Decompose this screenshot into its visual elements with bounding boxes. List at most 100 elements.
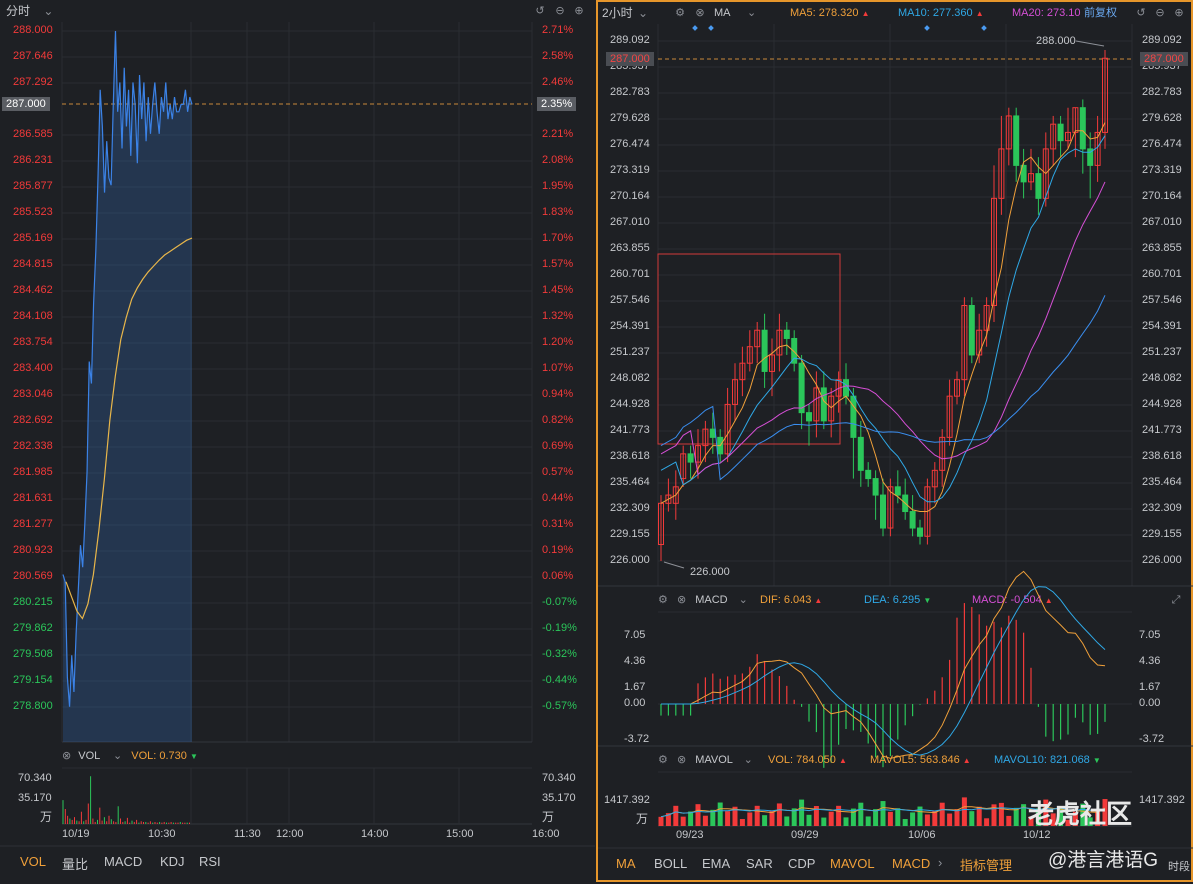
tab-sar[interactable]: SAR (746, 856, 773, 871)
chevron-down-icon[interactable]: ⌄ (738, 594, 748, 606)
percent-tick: 0.57% (542, 466, 574, 478)
tab-vol[interactable]: VOL (20, 854, 47, 869)
macd-tick-right: 0.00 (1139, 697, 1161, 709)
dea-value: DEA: 6.295 ▼ (864, 590, 931, 610)
candle-body (968, 305, 975, 356)
percent-tick: 1.45% (542, 284, 574, 296)
macd-chart[interactable] (598, 2, 1193, 884)
candlestick-chart[interactable] (598, 2, 1193, 884)
zoom-out-icon[interactable]: ⊖ (555, 5, 565, 17)
percent-tick: 1.95% (542, 180, 574, 192)
candle-body (1020, 164, 1027, 183)
settings-icon[interactable]: ⚙ (675, 7, 685, 19)
period-selector[interactable]: 分时 ⌄ (6, 1, 53, 21)
tab-mavol[interactable]: MAVOL (830, 856, 875, 871)
adjust-button[interactable]: 前复权 (1084, 7, 1117, 19)
watermark-brand: 老虎社区 (1028, 799, 1133, 829)
volume-bar (1006, 815, 1012, 826)
volume-bar (710, 809, 716, 826)
volume-bar (702, 815, 708, 826)
tab-kdj[interactable]: KDJ (160, 854, 185, 869)
candle-body (1057, 123, 1064, 142)
close-icon[interactable]: ⊗ (695, 7, 705, 19)
percent-tick: 2.58% (542, 50, 574, 62)
candle-body (961, 305, 968, 381)
mavol-header: ⚙ ⊗ MAVOL ⌄ (658, 750, 753, 770)
vol-tick-mid-right: 35.170 (542, 792, 576, 804)
candle-body (976, 329, 983, 356)
candle-body (672, 486, 679, 504)
volume-bar (1095, 809, 1101, 826)
candle-body (687, 453, 694, 463)
close-icon[interactable]: ⊗ (676, 594, 687, 606)
volume-bar (813, 806, 819, 826)
candle-body (857, 436, 864, 471)
time-tick: 11:30 (234, 828, 261, 840)
settings-icon[interactable]: ⚙ (658, 594, 668, 606)
volume-bar (806, 814, 812, 826)
ma10-line (660, 135, 1106, 503)
tab-boll[interactable]: BOLL (654, 856, 688, 871)
volume-bar (673, 805, 679, 826)
volume-bar (932, 810, 938, 826)
undo-icon[interactable]: ↺ (535, 5, 545, 17)
price-tick-right: 270.164 (1142, 190, 1182, 202)
tab-rsi[interactable]: RSI (199, 854, 221, 869)
chevron-down-icon[interactable]: ⌄ (743, 754, 753, 766)
volume-bar (769, 810, 775, 826)
close-icon[interactable]: ⊗ (676, 754, 687, 766)
macd-tick: 0.00 (624, 697, 646, 709)
settings-icon[interactable]: ⚙ (658, 754, 668, 766)
macd-tick: 1.67 (624, 681, 646, 693)
expand-icon[interactable]: ⤢ (1171, 594, 1181, 606)
candle-body (776, 329, 783, 356)
price-tick: 244.928 (610, 398, 650, 410)
tab-cdp[interactable]: CDP (788, 856, 816, 871)
volume-bar (725, 811, 731, 826)
intraday-average-line (65, 237, 193, 620)
period-label: 2小时 (602, 6, 633, 20)
tab-macd[interactable]: MACD (892, 856, 931, 871)
intraday-price-chart[interactable] (0, 0, 595, 882)
time-tick: 12:00 (276, 828, 304, 840)
session-tab[interactable]: 时段 (1168, 861, 1190, 873)
indicator-selector[interactable]: MA ⌄ (714, 3, 756, 23)
volume-bar (969, 811, 975, 826)
zoom-in-icon[interactable]: ⊕ (1174, 7, 1184, 19)
indicator-manage-button[interactable]: 指标管理 (960, 858, 1013, 873)
price-tick: 283.754 (13, 336, 53, 348)
price-tick-right: 229.155 (1142, 528, 1182, 540)
period-selector[interactable]: 2小时 ⌄ (602, 3, 648, 23)
volume-bar (858, 802, 864, 826)
chevron-right-icon[interactable]: › (938, 855, 943, 870)
mavol10-text: MAVOL10: 821.068 (994, 754, 1090, 766)
undo-icon[interactable]: ↺ (1136, 7, 1146, 19)
percent-tick: -0.57% (542, 700, 577, 712)
time-tick: 14:00 (361, 828, 389, 840)
price-tick: 284.815 (13, 258, 53, 270)
tab-macd[interactable]: MACD (104, 854, 143, 869)
volume-bar (939, 802, 945, 826)
time-tick: 10/19 (62, 828, 90, 840)
volume-bar (991, 804, 997, 826)
candle-body (917, 527, 923, 537)
price-tick: 263.855 (610, 242, 650, 254)
zoom-out-icon[interactable]: ⊖ (1155, 7, 1165, 19)
zoom-in-icon[interactable]: ⊕ (574, 5, 584, 17)
volume-bar (1065, 819, 1071, 826)
close-icon[interactable]: ⊗ (62, 750, 72, 762)
candle-body (946, 395, 953, 438)
watermark-handle: @港言港语G (1048, 850, 1159, 871)
volume-bar (961, 797, 967, 826)
tab-ma[interactable]: MA (616, 856, 636, 871)
chevron-down-icon[interactable]: ⌄ (112, 750, 123, 762)
tab-量比[interactable]: 量比 (62, 857, 89, 872)
candle-body (1072, 107, 1079, 133)
price-tick-right: 241.773 (1142, 424, 1182, 436)
current-percent-tag: 2.35% (537, 97, 577, 111)
percent-tick: 2.46% (542, 76, 574, 88)
tab-ema[interactable]: EMA (702, 856, 731, 871)
volume-bar (887, 811, 893, 826)
volume-bar (1021, 804, 1027, 826)
price-tick: 280.923 (13, 544, 53, 556)
